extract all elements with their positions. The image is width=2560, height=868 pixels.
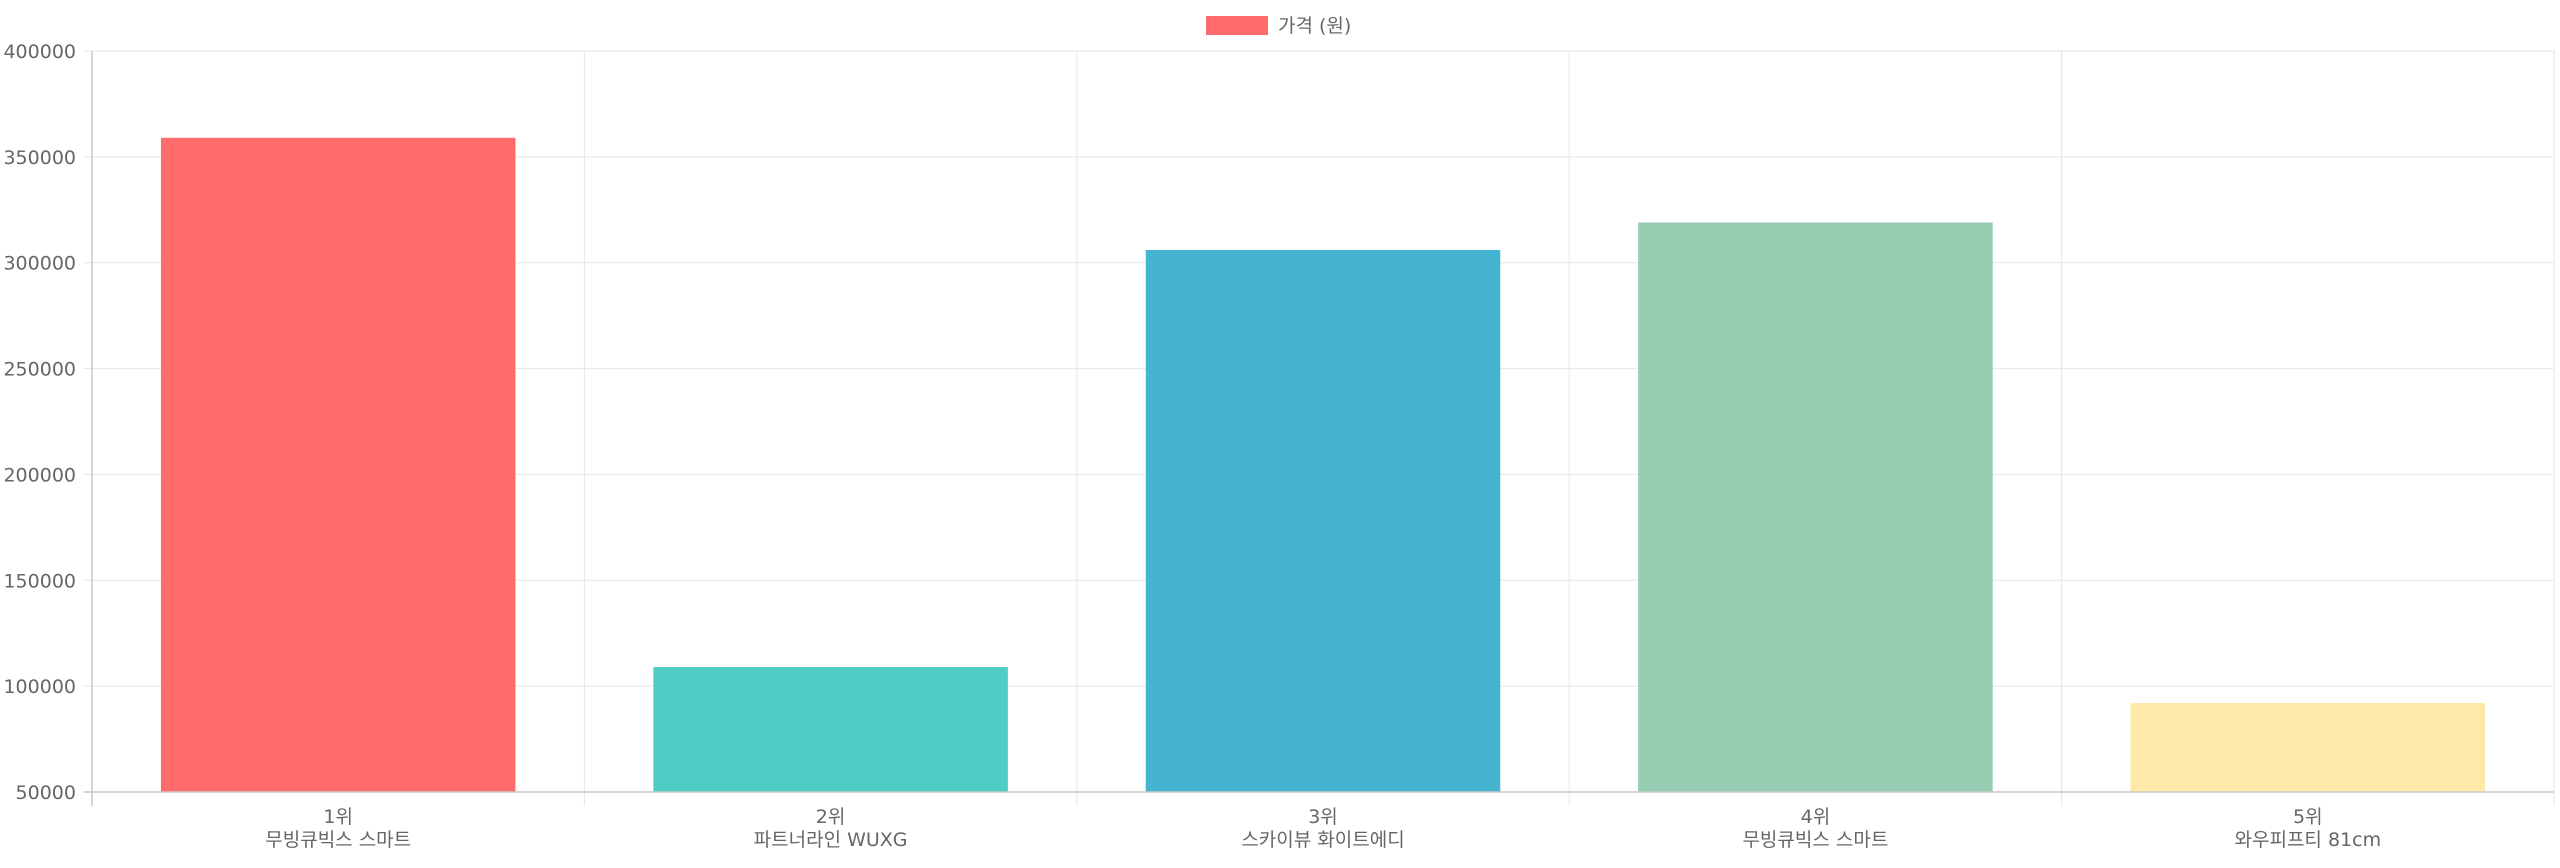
x-tick-label: 3위 xyxy=(1308,806,1338,828)
y-axis-ticks: 400000 350000 300000 250000 200000 150000 1000… xyxy=(3,41,76,804)
y-tick-label: 150000 xyxy=(3,570,76,592)
y-tick-label: 200000 xyxy=(3,464,76,486)
y-tick-label: 50000 xyxy=(16,782,76,804)
legend-swatch xyxy=(1206,16,1268,35)
bar[interactable] xyxy=(2130,703,2486,792)
y-tick-label: 250000 xyxy=(3,359,76,381)
y-tick-label: 400000 xyxy=(3,41,76,63)
axes xyxy=(84,50,2554,806)
bar[interactable] xyxy=(1145,250,1501,793)
x-tick-label: 2위 xyxy=(816,806,846,828)
x-tick-label: 5위 xyxy=(2293,806,2323,828)
bars xyxy=(160,137,2486,793)
bar[interactable] xyxy=(653,667,1008,792)
legend-label: 가격 (원) xyxy=(1278,15,1351,37)
x-tick-label: 무빙큐빅스 스마트 xyxy=(265,829,411,851)
x-tick-label: 4위 xyxy=(1801,806,1831,828)
bar[interactable] xyxy=(1638,222,1993,792)
x-tick-label: 무빙큐빅스 스마트 xyxy=(1742,829,1888,851)
bar[interactable] xyxy=(160,137,516,792)
x-tick-label: 파트너라인 WUXG xyxy=(754,829,908,851)
y-tick-label: 100000 xyxy=(3,676,76,698)
legend[interactable]: 가격 (원) xyxy=(1206,15,1351,37)
x-tick-label: 1위 xyxy=(323,806,353,828)
x-tick-label: 스카이뷰 화이트에디 xyxy=(1241,829,1404,851)
y-tick-label: 300000 xyxy=(3,253,76,275)
x-tick-label: 와우피프티 81cm xyxy=(2235,829,2382,851)
y-tick-label: 350000 xyxy=(3,147,76,169)
